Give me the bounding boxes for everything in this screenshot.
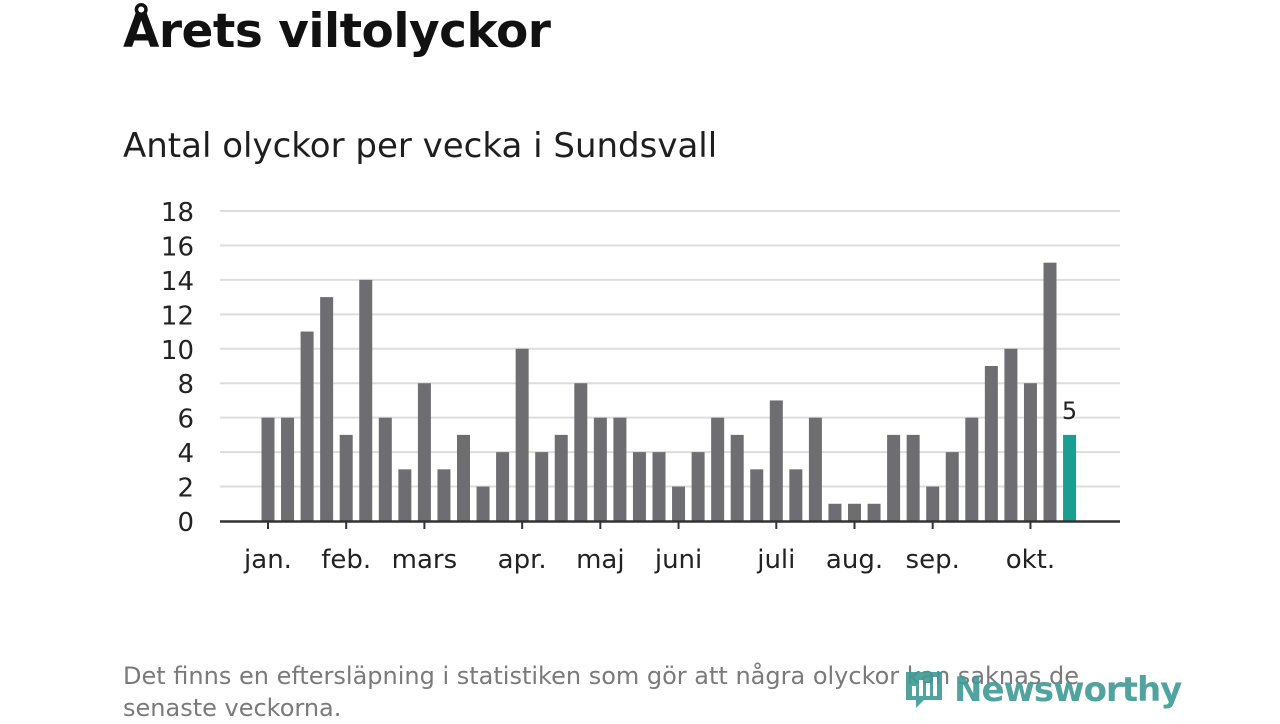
bar	[1043, 262, 1057, 521]
page-title: Årets viltolyckor	[123, 4, 551, 59]
bar	[554, 434, 568, 521]
bar	[808, 417, 822, 521]
y-tick-label: 0	[177, 508, 194, 538]
bar	[789, 469, 803, 521]
bar	[476, 486, 490, 521]
bar	[1023, 383, 1037, 521]
x-tick-label: okt.	[1006, 545, 1055, 575]
y-tick-label: 18	[161, 198, 194, 228]
bar	[632, 452, 646, 521]
x-tick-label: mars	[392, 545, 458, 575]
bar-chart: 5 0 2 4 6 8 10 12 14 16 18 jan. feb. mars apr. maj juni…	[161, 198, 1120, 575]
bar	[652, 452, 666, 521]
y-tick-label: 6	[177, 405, 194, 435]
bars: 5	[261, 262, 1077, 521]
bar	[1004, 348, 1018, 521]
bar	[828, 503, 842, 521]
bar	[457, 434, 470, 521]
bar	[339, 434, 353, 521]
brand-name: Newsworthy	[954, 670, 1182, 710]
bar	[711, 417, 725, 521]
bar	[359, 279, 373, 521]
y-tick-label: 8	[177, 370, 194, 400]
x-tick-label: feb.	[321, 545, 371, 575]
bar	[691, 452, 705, 521]
highlight-data-label: 5	[1062, 397, 1077, 425]
x-tick-label: juli	[756, 545, 795, 575]
bar	[437, 469, 451, 521]
bar	[984, 366, 998, 521]
bar	[535, 452, 549, 521]
bar	[965, 417, 979, 521]
y-tick-label: 16	[161, 232, 194, 262]
axes: 0 2 4 6 8 10 12 14 16 18 jan. feb. mars apr. maj juni ju…	[161, 198, 1120, 575]
x-tick-label: juni	[654, 545, 702, 575]
y-tick-label: 14	[161, 267, 194, 297]
y-tick-label: 4	[177, 439, 194, 469]
bar	[398, 469, 412, 521]
x-tick-label: maj	[576, 545, 624, 575]
x-tick-label: apr.	[498, 545, 547, 575]
bar	[945, 452, 959, 521]
bar	[906, 434, 920, 521]
bar	[672, 486, 686, 521]
bar	[261, 417, 275, 521]
bar	[593, 417, 607, 521]
x-tick-label: jan.	[243, 545, 292, 575]
y-tick-label: 2	[177, 474, 194, 504]
bar	[848, 503, 861, 521]
chart-title: Antal olyckor per vecka i Sundsvall	[123, 126, 718, 166]
bar	[730, 434, 744, 521]
bar	[417, 383, 431, 521]
bar	[769, 400, 783, 521]
y-tick-label: 12	[161, 301, 194, 331]
bar-highlight	[1063, 434, 1077, 521]
bar	[300, 331, 314, 521]
bar	[613, 417, 627, 521]
bar	[378, 417, 392, 521]
bar	[496, 452, 510, 521]
bar	[887, 434, 901, 521]
x-tick-label: aug.	[826, 545, 883, 575]
bar	[867, 503, 881, 521]
bar	[515, 348, 529, 521]
x-tick-label: sep.	[906, 545, 960, 575]
bar	[281, 417, 295, 521]
bar	[320, 297, 334, 521]
bar	[926, 486, 940, 521]
bar	[750, 469, 764, 521]
newsworthy-logo-icon	[906, 672, 942, 708]
y-tick-label: 10	[161, 336, 194, 366]
brand-logo: Newsworthy	[902, 670, 1182, 710]
bar	[574, 383, 588, 521]
